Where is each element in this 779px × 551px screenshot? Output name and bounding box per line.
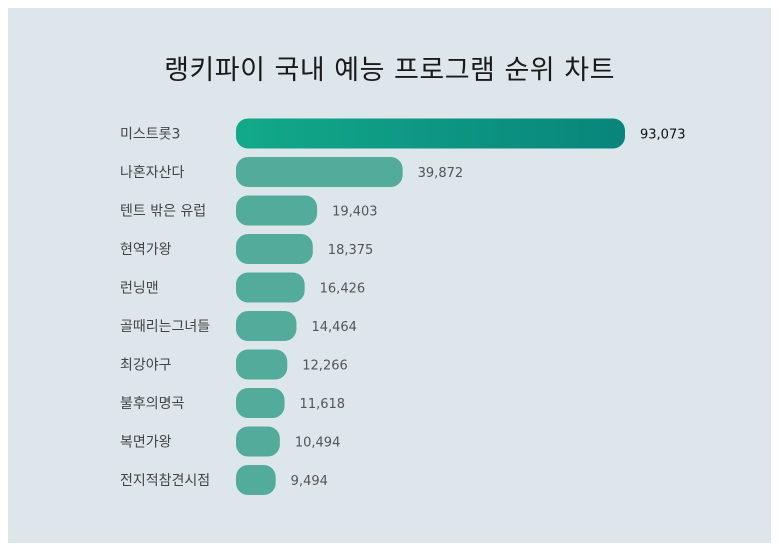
bar xyxy=(236,426,280,457)
category-label: 미스트롯3 xyxy=(120,127,180,143)
bar xyxy=(236,311,297,341)
value-label: 9,494 xyxy=(291,474,328,489)
bar xyxy=(236,465,276,495)
bar xyxy=(236,349,288,380)
category-label: 현역가왕 xyxy=(120,242,172,258)
category-label: 불후의명곡 xyxy=(120,396,185,412)
category-label: 복면가왕 xyxy=(120,435,172,451)
bar xyxy=(236,234,313,264)
value-label: 19,403 xyxy=(332,205,378,220)
bar xyxy=(236,388,285,418)
category-label: 최강야구 xyxy=(120,358,172,374)
chart-background xyxy=(8,8,771,543)
bar xyxy=(236,195,318,226)
category-label: 런닝맨 xyxy=(120,281,159,297)
value-label: 10,494 xyxy=(295,436,341,451)
value-label: 18,375 xyxy=(328,243,374,258)
chart-title: 랭키파이 국내 예능 프로그램 순위 차트 xyxy=(164,55,615,86)
value-label: 12,266 xyxy=(302,359,348,374)
bar xyxy=(236,272,305,303)
value-label: 14,464 xyxy=(311,320,357,335)
category-label: 나혼자산다 xyxy=(120,165,185,181)
category-label: 전지적참견시점 xyxy=(120,473,210,489)
value-label: 93,073 xyxy=(640,128,686,143)
value-label: 39,872 xyxy=(418,166,464,181)
bar xyxy=(236,157,403,187)
category-label: 골때리는그녀들 xyxy=(120,319,210,335)
category-label: 텐트 밖은 유럽 xyxy=(120,204,206,220)
value-label: 11,618 xyxy=(300,397,346,412)
bar xyxy=(236,118,625,149)
value-label: 16,426 xyxy=(320,282,366,297)
